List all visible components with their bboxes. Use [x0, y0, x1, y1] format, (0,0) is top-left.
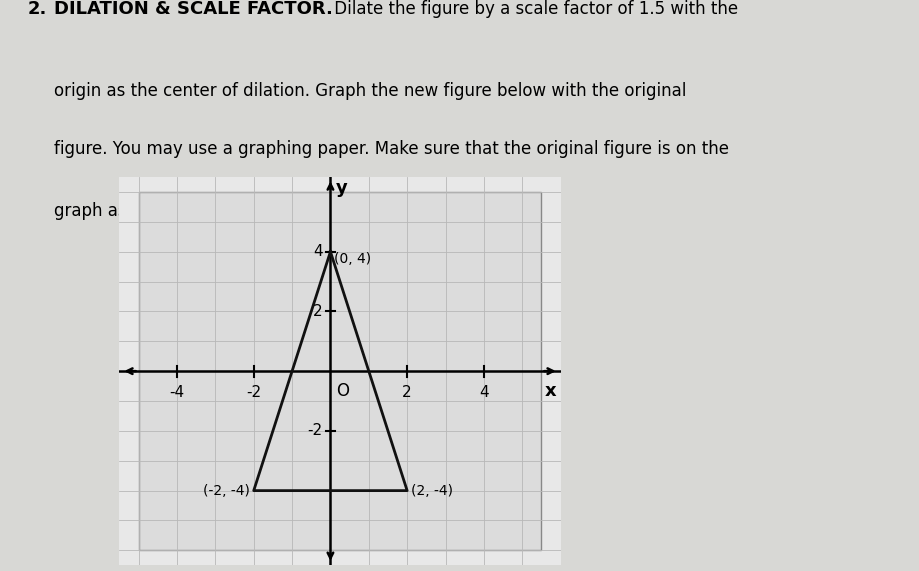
Text: 4: 4 — [479, 385, 489, 400]
Text: (2, -4): (2, -4) — [411, 484, 453, 497]
Text: (-2, -4): (-2, -4) — [203, 484, 250, 497]
Text: -2: -2 — [246, 385, 261, 400]
Text: 2: 2 — [403, 385, 412, 400]
Text: origin as the center of dilation. Graph the new figure below with the original: origin as the center of dilation. Graph … — [54, 82, 686, 100]
Text: x: x — [545, 381, 557, 400]
Text: -4: -4 — [169, 385, 185, 400]
Text: 2: 2 — [313, 304, 323, 319]
Text: 2.: 2. — [28, 0, 47, 18]
Text: 4: 4 — [313, 244, 323, 259]
Text: O: O — [336, 381, 349, 400]
Text: (0, 4): (0, 4) — [335, 252, 371, 266]
Text: figure. You may use a graphing paper. Make sure that the original figure is on t: figure. You may use a graphing paper. Ma… — [54, 140, 730, 159]
Text: -2: -2 — [308, 423, 323, 439]
Text: Dilate the figure by a scale factor of 1.5 with the: Dilate the figure by a scale factor of 1… — [329, 0, 738, 18]
Text: DILATION & SCALE FACTOR.: DILATION & SCALE FACTOR. — [54, 0, 334, 18]
Text: y: y — [336, 179, 348, 196]
Text: graph as well.: graph as well. — [54, 202, 171, 220]
